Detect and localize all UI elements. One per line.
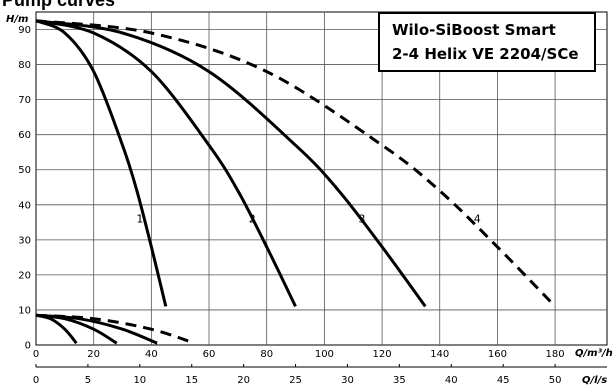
x-tick-label: 120 [373,349,392,360]
curve-label-1: 1 [136,212,143,225]
x2-tick-label: 5 [85,375,91,386]
y-tick-label: 0 [25,341,31,352]
x-tick-label: 0 [33,349,39,360]
y-tick-label: 50 [18,165,31,176]
x2-tick-label: 45 [497,375,510,386]
series-line-1 [35,19,168,307]
x2-tick-label: 25 [289,375,302,386]
y-tick-label: 80 [18,60,31,71]
x2-axis-label: Q/l/s [582,375,607,386]
x-tick-label: 20 [87,349,100,360]
grid [35,11,608,368]
y-tick-label: 30 [18,235,31,246]
x2-tick-label: 30 [341,375,354,386]
y-tick-label: 70 [18,95,31,106]
series-line-4 [35,19,557,308]
legend-box: Wilo-SiBoost Smart 2-4 Helix VE 2204/SCe [378,12,596,72]
x-tick-label: 180 [546,349,565,360]
x2-tick-label: 15 [185,375,198,386]
legend-line-2: 2-4 Helix VE 2204/SCe [392,45,579,63]
curve-label-2: 2 [249,212,256,225]
y-tick-label: 40 [18,200,31,211]
x2-tick-label: 10 [133,375,146,386]
y-axis-label: H/m [6,14,28,25]
page-title: Pump curves [2,0,116,10]
curves: 1 2 3 4 [35,19,557,345]
x2-tick-label: 20 [237,375,250,386]
curve-label-4: 4 [474,212,481,225]
x2-tick-label: 50 [549,375,562,386]
x-tick-label: 100 [315,349,334,360]
x-tick-label: 140 [430,349,449,360]
plot-frame [35,11,608,346]
tick-labels: 0 20 40 60 80 100 120 140 160 1800102030405060708… [18,25,564,386]
series-line-2 [35,19,297,308]
x-tick-label: 40 [145,349,158,360]
series-line-3 [35,19,427,308]
curve-label-3: 3 [358,212,365,225]
x-axis-label: Q/m³/h [575,348,613,359]
y-tick-label: 60 [18,130,31,141]
x-tick-label: 80 [260,349,273,360]
x-tick-label: 160 [488,349,507,360]
y-tick-label: 10 [18,305,31,316]
x2-tick-label: 40 [445,375,458,386]
legend-line-1: Wilo-SiBoost Smart [392,21,556,39]
x-tick-label: 60 [203,349,216,360]
lower-curve-4 [35,313,196,345]
y-tick-label: 90 [18,25,31,36]
x2-tick-label: 0 [33,375,39,386]
y-tick-label: 20 [18,270,31,281]
x2-tick-label: 35 [393,375,406,386]
